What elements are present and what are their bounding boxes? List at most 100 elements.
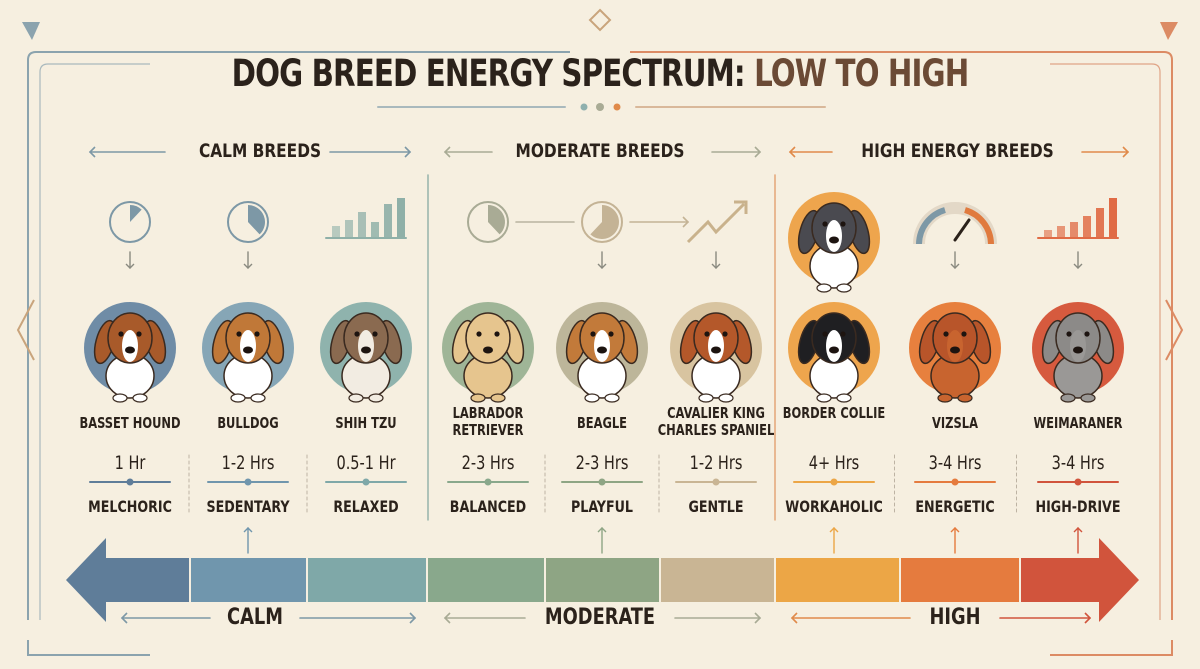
dog-illustration-eye xyxy=(476,331,482,337)
high-arrow-left-head xyxy=(788,146,796,158)
corner-ornament-right xyxy=(1160,22,1178,40)
up-arrow-head xyxy=(243,527,253,533)
dog-illustration-eye xyxy=(722,331,728,337)
dog-illustration-eye xyxy=(943,331,949,337)
dog-illustration-nose xyxy=(711,346,721,354)
dog-illustration-eye xyxy=(822,331,828,337)
moderate-arrow-left-head xyxy=(443,146,451,158)
bar-chart-icon-bar xyxy=(1070,222,1078,238)
up-arrow-head xyxy=(950,527,960,533)
spectrum-segment xyxy=(428,558,544,602)
husky-illustration-eye xyxy=(822,221,828,227)
husky-illustration-eye xyxy=(840,221,846,227)
exercise-hours: 1 Hr xyxy=(114,452,146,474)
temperament-label: RELAXED xyxy=(333,497,399,516)
spectrum-segment xyxy=(776,558,899,602)
level-marker-dot xyxy=(1074,478,1082,486)
corner-ornament-left xyxy=(22,22,40,40)
husky-illustration-blaze xyxy=(826,220,842,252)
moderate-arrow-right-head xyxy=(754,146,762,158)
clock-icon xyxy=(467,201,509,243)
clock-icon-fill xyxy=(590,205,619,239)
dog-illustration-eye xyxy=(118,331,124,337)
spectrum-segment xyxy=(191,558,306,602)
breed-name: BEAGLE xyxy=(576,414,628,432)
dog-illustration-blaze xyxy=(826,330,842,362)
dog-illustration-eye xyxy=(608,331,614,337)
breed-name: VIZSLA xyxy=(932,414,978,432)
husky-illustration-paw xyxy=(816,283,832,293)
dog-illustration-eye xyxy=(704,331,710,337)
dog-illustration-paw xyxy=(112,393,128,403)
side-ornament-left xyxy=(16,299,35,361)
exercise-hours: 0.5-1 Hr xyxy=(336,452,396,474)
level-marker-dot xyxy=(598,478,606,486)
dog-illustration xyxy=(909,302,1001,403)
calm-bottom-arrow-head xyxy=(409,612,417,624)
exercise-hours: 4+ Hrs xyxy=(808,452,860,474)
dog-illustration-nose xyxy=(125,346,135,354)
clock-icon-fill xyxy=(130,205,142,222)
dog-illustration-eye xyxy=(354,331,360,337)
level-marker-dot xyxy=(244,478,252,486)
down-arrow-head xyxy=(1073,263,1083,269)
dog-illustration-blaze xyxy=(947,330,963,362)
breed-name: WEIMARANER xyxy=(1033,414,1123,432)
dot xyxy=(596,103,604,111)
dog-illustration-paw xyxy=(1080,393,1096,403)
bar-chart-icon-bar xyxy=(397,198,405,238)
dog-illustration-blaze xyxy=(708,330,724,362)
clock-icon-fill xyxy=(248,205,265,235)
high-arrow-right-head xyxy=(1122,146,1130,158)
level-marker-dot xyxy=(126,478,134,486)
frame-left xyxy=(27,51,570,620)
dog-illustration-blaze xyxy=(240,330,256,362)
bottom-label-calm: CALM xyxy=(227,605,283,630)
dog-illustration-paw xyxy=(348,393,364,403)
down-arrow-head xyxy=(125,263,135,269)
up-arrow-head xyxy=(597,527,607,533)
connector-arrow-head xyxy=(682,216,690,228)
bar-chart-icon-bar xyxy=(1057,226,1065,238)
exercise-hours: 2-3 Hrs xyxy=(575,452,629,474)
dog-illustration-paw xyxy=(584,393,600,403)
bar-chart-icon-bar xyxy=(345,220,353,238)
side-ornament-right xyxy=(1165,299,1184,361)
bar-chart-icon-bar xyxy=(384,204,392,238)
up-arrow-head xyxy=(1073,527,1083,533)
frame-bottom-right xyxy=(1050,640,1173,656)
page-title: DOG BREED ENERGY SPECTRUM: LOW TO HIGH xyxy=(231,52,970,95)
moderate-bottom-arrow-head xyxy=(443,612,451,624)
dog-illustration-blaze xyxy=(1070,330,1086,362)
spectrum-segment xyxy=(308,558,426,602)
bottom-label-moderate: MODERATE xyxy=(544,605,656,630)
level-marker-dot xyxy=(830,478,838,486)
dog-illustration-paw xyxy=(368,393,384,403)
clock-icon-fill xyxy=(488,205,505,235)
dog-illustration-paw xyxy=(816,393,832,403)
gauge-icon-low xyxy=(916,207,946,245)
breed-name: BORDER COLLIE xyxy=(782,404,886,422)
dot xyxy=(613,103,621,111)
dog-illustration-blaze xyxy=(594,330,610,362)
temperament-label: HIGH-DRIVE xyxy=(1035,497,1121,516)
husky-illustration-paw xyxy=(836,283,852,293)
dog-illustration-paw xyxy=(937,393,953,403)
calm-arrow-left-head xyxy=(88,146,96,158)
dog-illustration-paw xyxy=(836,393,852,403)
down-arrow-head xyxy=(597,263,607,269)
dog-illustration-blaze xyxy=(480,330,496,362)
temperament-label: SEDENTARY xyxy=(206,497,290,516)
frame-bottom-left xyxy=(27,640,150,656)
exercise-hours: 1-2 Hrs xyxy=(689,452,743,474)
gauge-needle xyxy=(953,218,971,242)
exercise-hours: 3-4 Hrs xyxy=(1051,452,1105,474)
bar-chart-icon-bar xyxy=(1083,216,1091,238)
level-marker-dot xyxy=(484,478,492,486)
dog-illustration-eye xyxy=(840,331,846,337)
dog-illustration-paw xyxy=(132,393,148,403)
clock-icon xyxy=(581,201,623,243)
husky-illustration xyxy=(788,192,880,293)
diamond-ornament xyxy=(588,8,612,32)
spectrum-segment xyxy=(1021,538,1139,622)
